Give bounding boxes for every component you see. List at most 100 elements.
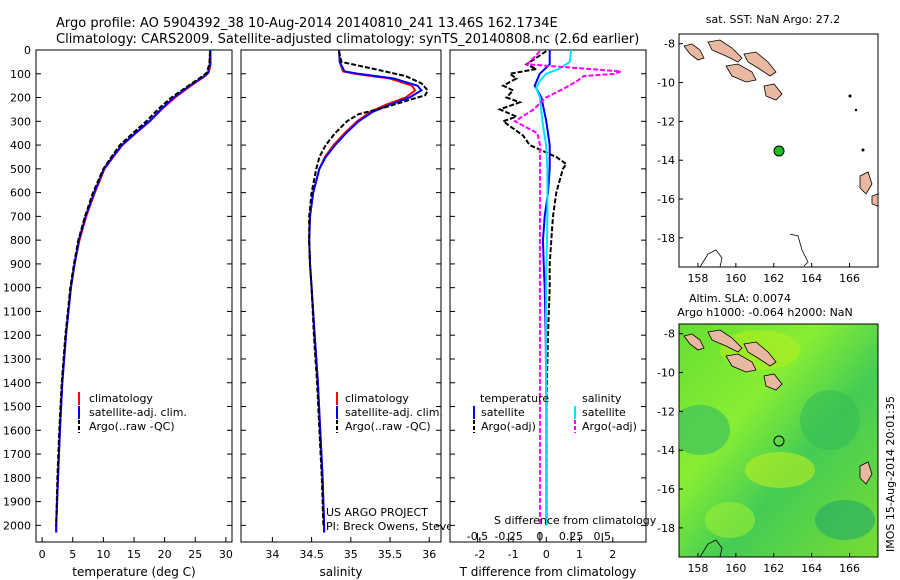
solomon-islands-land (725, 63, 757, 83)
legend-satellite-label: satellite-adj. clim. (89, 406, 187, 419)
lon-tick-label: 166 (839, 272, 860, 285)
depth-tick-label: 200 (10, 92, 31, 105)
reef-dot (848, 94, 852, 98)
lat-tick-label: -10 (657, 367, 675, 380)
lat-tick-label: -18 (657, 232, 675, 245)
s-diff-argo-line (512, 50, 622, 526)
vanuatu-land (871, 193, 879, 207)
salinity-argo-line (308, 50, 429, 526)
difference-panel: -2 -1 0 1 2 -0.5 -0.25 0 0.25 0.5 S difference fr… (449, 49, 657, 579)
imos-timestamp: IMOS 15-Aug-2014 20:01:35 (884, 396, 897, 552)
lon-tick-label: 164 (801, 562, 822, 575)
salinity-plot-frame (240, 49, 442, 543)
new-caledonia-outline (699, 249, 723, 268)
lat-tick-label: -14 (657, 154, 675, 167)
sla-map-panel: Altim. SLA: 0.0074 Argo h1000: -0.064 h2… (657, 292, 879, 575)
depth-tick-label: 1400 (3, 377, 31, 390)
salinity-tick-label: 34 (265, 548, 279, 561)
reef-dot (854, 108, 858, 112)
depth-tick-label: 600 (10, 187, 31, 200)
temperature-plot-frame (35, 49, 233, 543)
temperature-argo-line (55, 51, 211, 526)
depth-tick-label: 900 (10, 258, 31, 271)
figure-title-line1: Argo profile: AO 5904392_38 10-Aug-2014 … (56, 16, 558, 31)
lat-tick-label: -8 (664, 328, 675, 341)
t-diff-argo-line (497, 50, 568, 526)
legend-s-argo-label: Argo(-adj) (582, 420, 637, 433)
legend-satellite-label: satellite-adj. clim. (345, 406, 443, 419)
temperature-axis-label: temperature (deg C) (72, 565, 195, 579)
depth-tick-label: 700 (10, 210, 31, 223)
lat-tick-label: -16 (657, 193, 675, 206)
lat-tick-label: -8 (664, 38, 675, 51)
reef-dot (861, 148, 865, 152)
t-difference-tick-label: 2 (609, 548, 616, 561)
figure-title-line2: Climatology: CARS2009. Satellite-adjuste… (56, 32, 639, 47)
lat-tick-label: -12 (657, 115, 675, 128)
depth-tick-label: 1800 (3, 472, 31, 485)
salinity-tick-label: 34.5 (299, 548, 324, 561)
lat-tick-label: -10 (657, 77, 675, 90)
t-difference-tick-label: -1 (508, 548, 519, 561)
legend-climatology-label: climatology (89, 392, 153, 405)
lon-tick-label: 160 (725, 272, 746, 285)
argo-float-marker (773, 435, 785, 447)
depth-tick-label: 1000 (3, 282, 31, 295)
solomon-islands-land (763, 83, 783, 101)
s-difference-tick-label: -0.25 (494, 530, 522, 543)
legend-t-satellite-label: satellite (481, 406, 525, 419)
salinity-tick-label: 36 (422, 548, 436, 561)
temperature-tick-label: 25 (188, 548, 202, 561)
sla-map-title-line2: Argo h1000: -0.064 h2000: NaN (677, 306, 853, 319)
temperature-tick-label: 15 (127, 548, 141, 561)
lat-tick-label: -16 (657, 483, 675, 496)
solomon-islands-land (683, 43, 705, 61)
legend-argo-label: Argo(..raw -QC) (345, 420, 431, 433)
solomon-islands-land (707, 329, 743, 353)
credits-line1: US ARGO PROJECT (326, 506, 428, 519)
s-diff-satellite-line (534, 50, 573, 526)
reef-outline (789, 233, 809, 267)
solomon-islands-land (683, 333, 705, 351)
lon-tick-label: 162 (763, 562, 784, 575)
depth-tick-label: 1300 (3, 353, 31, 366)
salinity-tick-label: 35.5 (378, 548, 403, 561)
depth-tick-label: 500 (10, 163, 31, 176)
new-caledonia-outline (699, 539, 723, 558)
depth-tick-label: 1500 (3, 401, 31, 414)
legend-s-satellite-label: satellite (582, 406, 626, 419)
legend-t-argo-label: Argo(-adj) (481, 420, 536, 433)
t-difference-tick-label: -2 (474, 548, 485, 561)
sla-map-title-line1: Altim. SLA: 0.0074 (689, 292, 791, 305)
depth-tick-label: 1200 (3, 329, 31, 342)
s-difference-tick-label: 0.5 (594, 530, 612, 543)
s-difference-tick-label: 0 (536, 530, 543, 543)
temperature-legend: climatology satellite-adj. clim. Argo(..… (78, 392, 187, 433)
temperature-tick-label: 0 (39, 548, 46, 561)
lon-tick-label: 158 (687, 562, 708, 575)
t-difference-axis-label: T difference from climatology (459, 565, 637, 579)
solomon-islands-land (743, 341, 777, 367)
t-difference-tick-label: 0 (543, 548, 550, 561)
sst-map-panel: sat. SST: NaN Argo: 27.2 158 160 162 164 166… (657, 13, 879, 285)
lat-tick-label: -12 (657, 405, 675, 418)
lat-tick-label: -18 (657, 522, 675, 535)
difference-legend: temperature salinity satellite Argo(-adj… (473, 392, 637, 433)
vanuatu-land (859, 461, 873, 485)
legend-climatology-label: climatology (345, 392, 409, 405)
depth-tick-label: 1100 (3, 305, 31, 318)
salinity-tick-label: 35 (344, 548, 358, 561)
s-difference-tick-label: -0.5 (467, 530, 488, 543)
sst-map-coastlines (683, 39, 879, 268)
lon-tick-label: 162 (763, 272, 784, 285)
temperature-tick-label: 20 (158, 548, 172, 561)
solomon-islands-land (743, 51, 777, 77)
legend-argo-label: Argo(..raw -QC) (89, 420, 175, 433)
depth-tick-label: 800 (10, 234, 31, 247)
t-difference-tick-label: 1 (576, 548, 583, 561)
depth-tick-label: 100 (10, 68, 31, 81)
solomon-islands-land (763, 373, 783, 391)
lon-tick-label: 166 (839, 562, 860, 575)
solomon-islands-land (725, 353, 757, 373)
